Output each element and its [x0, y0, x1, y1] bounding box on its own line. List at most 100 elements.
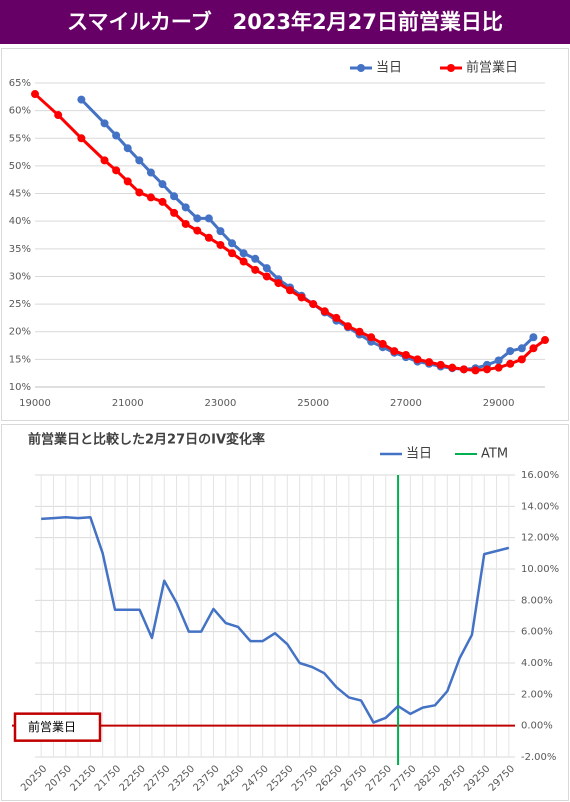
- point: [239, 249, 248, 258]
- y-tick-label: 12.00%: [521, 533, 559, 544]
- x-tick-label: 29750: [487, 763, 517, 793]
- point: [343, 322, 352, 331]
- point: [274, 279, 283, 288]
- point: [517, 355, 526, 364]
- x-tick-label: 21250: [68, 763, 98, 793]
- point: [529, 333, 538, 342]
- point: [77, 134, 86, 143]
- x-tick-label: 25250: [265, 763, 295, 793]
- point: [123, 177, 132, 186]
- legend-marker: [357, 64, 365, 72]
- point: [529, 344, 538, 353]
- point: [390, 347, 399, 356]
- y-tick-label: 60%: [9, 106, 31, 117]
- y-tick-label: 35%: [9, 244, 31, 255]
- point: [193, 214, 202, 223]
- point: [112, 131, 121, 140]
- legend-marker: [447, 64, 455, 72]
- point: [413, 355, 422, 364]
- y-tick-label: 50%: [9, 161, 31, 172]
- y-tick-label: 14.00%: [521, 501, 559, 512]
- y-tick-label: 2.00%: [521, 689, 553, 700]
- x-tick-label: 22250: [118, 763, 148, 793]
- point: [31, 90, 39, 99]
- y-tick-label: 65%: [9, 78, 31, 89]
- point: [135, 188, 144, 197]
- point: [262, 264, 271, 273]
- point: [146, 193, 155, 202]
- baseline-label-box: [13, 712, 102, 742]
- series-line: [80, 98, 535, 371]
- y-tick-label: 30%: [9, 271, 31, 282]
- x-tick-label: 23750: [191, 763, 221, 793]
- point: [100, 156, 109, 165]
- x-tick-label: 20250: [19, 763, 49, 793]
- y-tick-label: 10%: [9, 382, 31, 393]
- x-tick-label: 25000: [297, 398, 329, 409]
- x-tick-label: 23000: [205, 398, 237, 409]
- point: [158, 197, 167, 206]
- y-tick-label: 55%: [9, 133, 31, 144]
- y-tick-label: 16.00%: [521, 470, 559, 481]
- x-tick-label: 22750: [142, 763, 172, 793]
- x-tick-label: 26250: [315, 763, 345, 793]
- point: [332, 313, 341, 322]
- y-tick-label: 10.00%: [521, 564, 559, 575]
- point: [355, 327, 364, 336]
- legend-label: 当日: [376, 61, 402, 76]
- point: [494, 356, 503, 365]
- point: [367, 333, 376, 342]
- point: [181, 219, 190, 228]
- x-tick-label: 27250: [364, 763, 394, 793]
- point: [459, 365, 468, 374]
- point: [204, 214, 213, 223]
- point: [146, 168, 155, 177]
- point: [112, 166, 121, 175]
- point: [170, 192, 179, 201]
- point: [309, 300, 318, 309]
- x-tick-label: 25750: [290, 763, 320, 793]
- point: [77, 95, 86, 104]
- y-tick-label: 25%: [9, 299, 31, 310]
- x-tick-label: 24750: [241, 763, 271, 793]
- point: [135, 156, 144, 165]
- point: [193, 226, 202, 235]
- point: [506, 359, 515, 368]
- point: [541, 336, 549, 345]
- point: [425, 358, 434, 367]
- series-line: [33, 92, 546, 372]
- x-tick-label: 26750: [339, 763, 369, 793]
- y-tick-label: -2.00%: [521, 752, 556, 763]
- y-tick-label: 6.00%: [521, 627, 553, 638]
- x-tick-label: 29000: [483, 398, 515, 409]
- point: [448, 363, 457, 372]
- baseline-label: 前営業日: [28, 719, 76, 734]
- point: [170, 208, 179, 217]
- x-tick-label: 29250: [462, 763, 492, 793]
- point: [494, 363, 503, 372]
- point: [239, 257, 248, 266]
- y-tick-label: 0.00%: [521, 721, 553, 732]
- point: [100, 119, 109, 128]
- x-tick-label: 20750: [44, 763, 74, 793]
- legend-label: 当日: [406, 447, 432, 462]
- legend-label: 前営業日: [466, 60, 518, 76]
- point: [181, 203, 190, 212]
- point: [378, 339, 387, 348]
- point: [123, 144, 132, 153]
- x-tick-label: 21750: [93, 763, 123, 793]
- point: [286, 286, 294, 295]
- point: [251, 265, 260, 274]
- point: [204, 233, 213, 242]
- header-title: スマイルカーブ 2023年2月27日前営業日比: [67, 10, 503, 34]
- point: [471, 366, 480, 375]
- point: [228, 239, 237, 248]
- point: [401, 350, 410, 359]
- point: [506, 347, 515, 356]
- point: [483, 365, 492, 374]
- chart-frame: [1, 48, 569, 421]
- x-tick-label: 28250: [413, 763, 443, 793]
- x-tick-label: 21000: [112, 398, 144, 409]
- point: [158, 180, 167, 189]
